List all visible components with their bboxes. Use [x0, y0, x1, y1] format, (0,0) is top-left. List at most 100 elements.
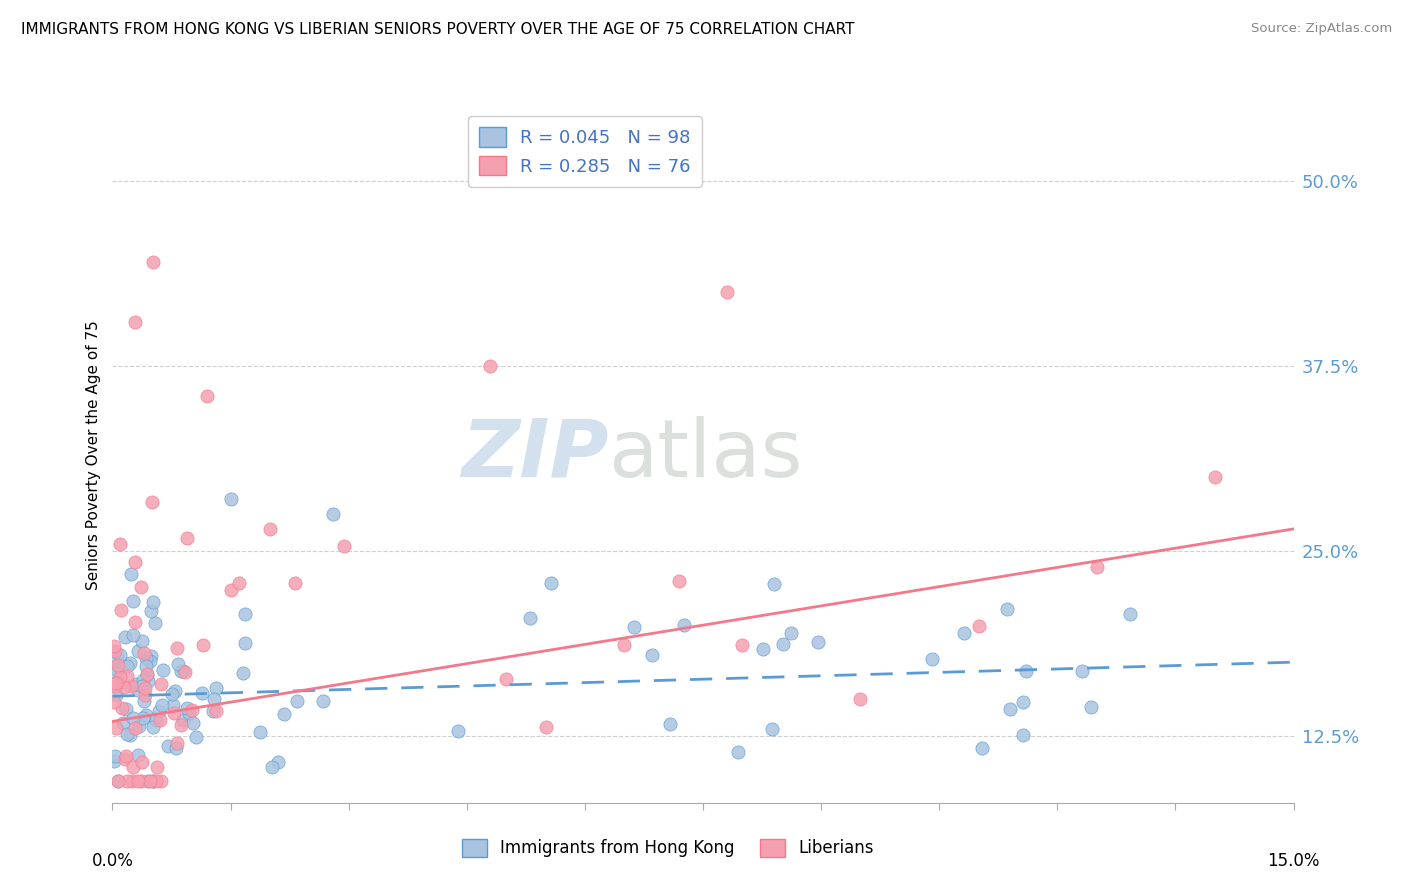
- Point: [132, 711, 155, 725]
- Point: [103, 640, 125, 654]
- Text: ZIP: ZIP: [461, 416, 609, 494]
- Point: [172, 664, 194, 678]
- Point: [105, 675, 128, 690]
- Point: [673, 617, 696, 632]
- Point: [134, 681, 156, 695]
- Point: [181, 716, 204, 731]
- Point: [122, 593, 145, 607]
- Point: [921, 651, 943, 665]
- Point: [146, 760, 169, 774]
- Point: [107, 773, 129, 788]
- Point: [160, 687, 183, 701]
- Point: [1204, 470, 1226, 484]
- Point: [120, 567, 142, 582]
- Point: [129, 580, 152, 594]
- Point: [1012, 728, 1035, 742]
- Point: [105, 721, 128, 735]
- Point: [772, 637, 794, 651]
- Point: [142, 721, 165, 735]
- Point: [111, 701, 134, 715]
- Point: [117, 727, 139, 741]
- Point: [195, 389, 218, 403]
- Point: [127, 682, 149, 697]
- Point: [176, 531, 198, 545]
- Point: [103, 695, 125, 709]
- Point: [136, 773, 159, 788]
- Point: [221, 582, 243, 597]
- Point: [118, 656, 141, 670]
- Point: [131, 755, 153, 769]
- Point: [121, 711, 143, 725]
- Point: [1012, 695, 1035, 709]
- Point: [105, 688, 128, 702]
- Point: [312, 694, 335, 708]
- Point: [135, 708, 157, 723]
- Point: [135, 650, 157, 665]
- Point: [495, 672, 517, 686]
- Point: [120, 679, 142, 693]
- Point: [104, 679, 127, 693]
- Y-axis label: Seniors Poverty Over the Age of 75: Seniors Poverty Over the Age of 75: [86, 320, 101, 590]
- Point: [142, 773, 165, 788]
- Point: [105, 650, 128, 665]
- Point: [172, 714, 194, 728]
- Point: [267, 755, 290, 769]
- Point: [953, 626, 976, 640]
- Point: [1071, 664, 1094, 678]
- Point: [807, 634, 830, 648]
- Point: [121, 627, 143, 641]
- Point: [447, 723, 470, 738]
- Point: [262, 760, 284, 774]
- Point: [1085, 560, 1108, 574]
- Point: [751, 641, 773, 656]
- Point: [128, 719, 150, 733]
- Point: [181, 703, 204, 717]
- Point: [150, 676, 173, 690]
- Text: 0.0%: 0.0%: [91, 852, 134, 870]
- Point: [134, 694, 156, 708]
- Point: [107, 657, 129, 672]
- Point: [233, 636, 256, 650]
- Point: [972, 740, 994, 755]
- Point: [114, 752, 136, 766]
- Point: [145, 773, 167, 788]
- Point: [121, 760, 143, 774]
- Point: [108, 537, 131, 551]
- Point: [150, 773, 173, 788]
- Point: [105, 663, 128, 677]
- Point: [534, 720, 557, 734]
- Point: [156, 739, 179, 753]
- Point: [995, 602, 1018, 616]
- Point: [110, 676, 132, 690]
- Point: [232, 666, 254, 681]
- Point: [540, 576, 562, 591]
- Point: [333, 539, 356, 553]
- Point: [233, 607, 256, 621]
- Point: [170, 718, 193, 732]
- Point: [107, 773, 129, 788]
- Point: [1080, 699, 1102, 714]
- Point: [641, 648, 664, 663]
- Point: [150, 698, 173, 712]
- Text: 15.0%: 15.0%: [1267, 852, 1320, 870]
- Point: [117, 669, 139, 683]
- Point: [103, 754, 125, 768]
- Point: [110, 603, 132, 617]
- Point: [259, 522, 281, 536]
- Point: [138, 654, 160, 668]
- Point: [623, 620, 645, 634]
- Point: [176, 701, 198, 715]
- Point: [132, 673, 155, 687]
- Point: [135, 666, 157, 681]
- Point: [184, 731, 207, 745]
- Legend: Immigrants from Hong Kong, Liberians: Immigrants from Hong Kong, Liberians: [456, 832, 880, 864]
- Point: [142, 255, 165, 269]
- Point: [163, 706, 186, 720]
- Point: [249, 725, 271, 739]
- Point: [205, 704, 228, 718]
- Text: atlas: atlas: [609, 416, 803, 494]
- Point: [139, 604, 162, 618]
- Point: [322, 507, 344, 521]
- Point: [104, 643, 127, 657]
- Point: [761, 722, 783, 736]
